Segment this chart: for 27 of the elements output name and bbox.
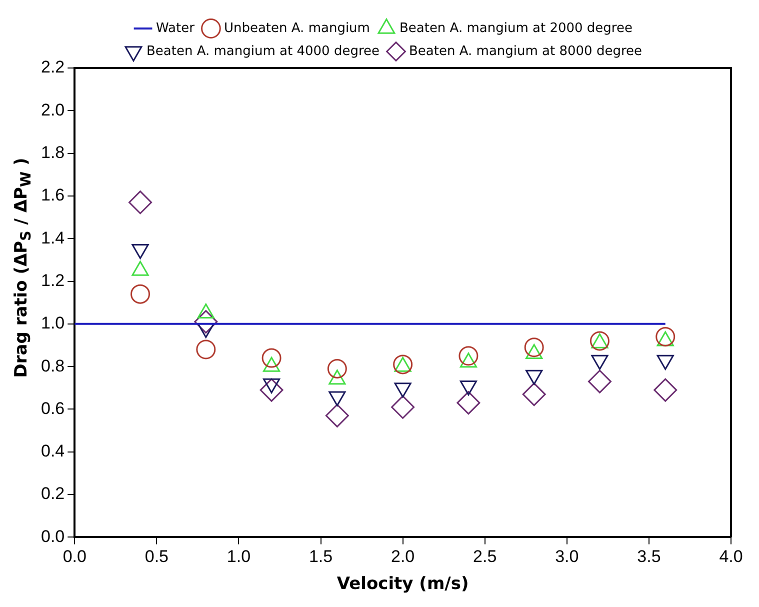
- y-tick-label: 1.0: [40, 314, 65, 333]
- y-tick-label: 1.4: [40, 228, 65, 248]
- y-tick-label: 2.2: [40, 58, 65, 77]
- y-tick-label: 0.8: [40, 356, 65, 376]
- y-tick-label: 1.8: [40, 142, 65, 162]
- x-tick-label: 3.5: [637, 547, 661, 566]
- legend-label: Water: [156, 20, 196, 36]
- x-tick-label: 1.5: [308, 547, 333, 566]
- legend-label: Beaten A. mangium at 2000 degree: [399, 20, 632, 36]
- y-tick-label: 1.2: [40, 270, 65, 290]
- x-tick-label: 4.0: [719, 547, 743, 566]
- x-tick-label: 2.0: [390, 547, 415, 566]
- y-tick-label: 2.0: [40, 100, 65, 120]
- y-tick-label: 0.4: [40, 442, 65, 461]
- y-tick-label: 0.0: [40, 526, 65, 546]
- x-tick-label: 0.0: [62, 547, 86, 566]
- legend-label: Beaten A. mangium at 4000 degree: [146, 44, 380, 59]
- y-tick-label: 0.6: [40, 398, 65, 418]
- x-axis-title: Velocity (m/s): [336, 574, 469, 594]
- x-tick-label: 1.0: [226, 547, 251, 566]
- legend-label: Unbeaten A. mangium: [224, 20, 370, 36]
- x-tick-label: 0.5: [144, 547, 168, 566]
- x-tick-label: 3.0: [555, 547, 579, 566]
- y-tick-label: 0.2: [40, 484, 65, 504]
- legend-label: Beaten A. mangium at 8000 degree: [409, 44, 642, 59]
- x-tick-label: 2.5: [473, 547, 497, 566]
- y-tick-label: 1.6: [40, 186, 65, 205]
